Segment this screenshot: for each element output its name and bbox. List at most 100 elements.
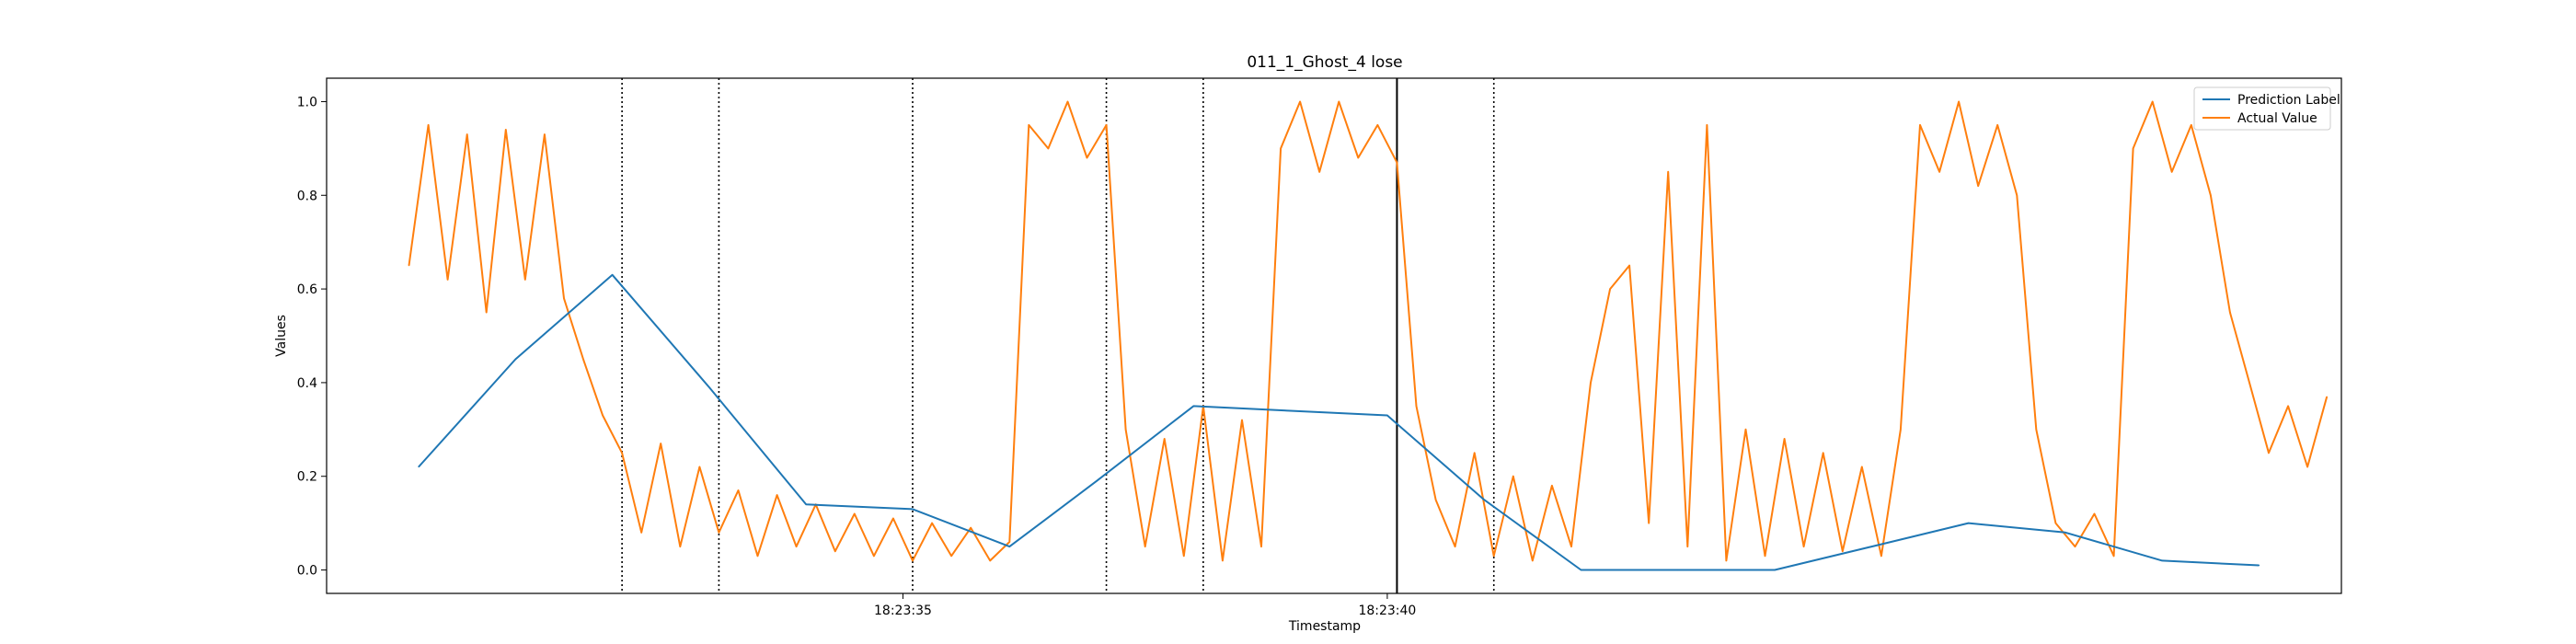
data-point-1-88 bbox=[2113, 555, 2115, 557]
data-point-1-81 bbox=[1977, 185, 1979, 187]
data-point-1-49 bbox=[1357, 156, 1359, 159]
data-point-1-48 bbox=[1338, 100, 1340, 103]
x-tick-label-0: 18:23:35 bbox=[874, 604, 932, 618]
data-point-1-87 bbox=[2093, 512, 2096, 515]
data-point-1-56 bbox=[1493, 555, 1495, 557]
data-point-0-19 bbox=[2258, 564, 2260, 567]
data-point-1-82 bbox=[1996, 124, 1998, 126]
data-point-1-96 bbox=[2268, 452, 2270, 454]
data-point-1-4 bbox=[486, 311, 488, 314]
data-point-1-26 bbox=[912, 559, 914, 562]
data-point-1-59 bbox=[1551, 485, 1553, 487]
legend-box bbox=[2193, 86, 2331, 131]
data-point-1-10 bbox=[602, 414, 604, 417]
data-point-1-94 bbox=[2229, 311, 2231, 314]
data-point-1-47 bbox=[1318, 171, 1320, 173]
data-point-1-77 bbox=[1900, 429, 1902, 431]
data-point-1-71 bbox=[1784, 438, 1786, 440]
data-point-1-61 bbox=[1590, 382, 1592, 384]
data-point-1-95 bbox=[2248, 382, 2250, 384]
data-point-1-2 bbox=[447, 279, 449, 281]
legend-label-actual: Actual Value bbox=[2237, 111, 2317, 126]
data-point-0-15 bbox=[1870, 546, 1872, 547]
series-line-1 bbox=[408, 100, 2329, 562]
data-point-1-39 bbox=[1164, 438, 1166, 440]
data-point-1-38 bbox=[1144, 546, 1146, 547]
data-point-1-78 bbox=[1919, 124, 1921, 126]
data-point-1-17 bbox=[737, 489, 740, 491]
data-point-1-11 bbox=[621, 452, 623, 454]
data-point-1-45 bbox=[1280, 147, 1282, 149]
data-point-1-46 bbox=[1299, 100, 1301, 103]
data-point-0-10 bbox=[1386, 414, 1388, 417]
y-tick-label-2: 0.4 bbox=[297, 376, 317, 391]
vertical-markers bbox=[621, 78, 1495, 593]
data-point-0-7 bbox=[1096, 480, 1098, 482]
x-tick-label-1: 18:23:40 bbox=[1358, 604, 1416, 618]
y-tick-label-0: 0.0 bbox=[297, 564, 317, 579]
data-point-1-44 bbox=[1260, 546, 1262, 547]
data-point-1-75 bbox=[1861, 466, 1863, 468]
data-point-1-28 bbox=[950, 555, 952, 557]
data-point-0-6 bbox=[1008, 546, 1010, 547]
legend: Prediction Label Actual Value bbox=[2193, 86, 2340, 131]
data-point-1-60 bbox=[1570, 546, 1572, 547]
series-line-0 bbox=[418, 273, 2260, 571]
data-point-1-40 bbox=[1183, 555, 1185, 557]
data-point-1-34 bbox=[1066, 100, 1069, 103]
data-point-1-66 bbox=[1686, 546, 1688, 547]
data-point-1-69 bbox=[1744, 429, 1747, 431]
data-point-1-29 bbox=[970, 527, 972, 529]
data-point-1-30 bbox=[989, 559, 991, 562]
plot-frame bbox=[326, 77, 2342, 594]
y-axis-label: Values bbox=[274, 315, 289, 357]
data-point-1-86 bbox=[2074, 546, 2076, 547]
data-point-1-14 bbox=[679, 546, 681, 547]
data-point-1-7 bbox=[544, 133, 546, 135]
data-point-1-8 bbox=[563, 297, 565, 299]
y-tick-label-5: 1.0 bbox=[297, 95, 317, 109]
data-point-0-8 bbox=[1192, 405, 1194, 407]
data-point-1-63 bbox=[1628, 265, 1630, 267]
series-actual-value bbox=[408, 100, 2329, 562]
data-point-1-91 bbox=[2171, 171, 2173, 173]
data-point-0-5 bbox=[912, 508, 914, 511]
series-layer bbox=[408, 100, 2329, 571]
data-point-1-36 bbox=[1106, 124, 1108, 126]
data-point-1-42 bbox=[1222, 559, 1224, 562]
data-point-1-1 bbox=[428, 124, 430, 126]
data-point-1-90 bbox=[2152, 100, 2154, 103]
data-point-1-74 bbox=[1842, 550, 1844, 552]
data-point-1-24 bbox=[873, 555, 875, 557]
data-point-0-13 bbox=[1677, 569, 1679, 571]
data-point-0-3 bbox=[708, 386, 710, 388]
series-prediction-label bbox=[418, 273, 2260, 571]
data-point-1-19 bbox=[776, 494, 778, 496]
data-point-0-0 bbox=[418, 466, 420, 468]
data-point-1-31 bbox=[1008, 541, 1010, 543]
data-point-1-18 bbox=[756, 555, 759, 557]
data-point-1-50 bbox=[1376, 124, 1378, 126]
chart-title: 011_1_Ghost_4 lose bbox=[1247, 53, 1402, 72]
data-point-1-33 bbox=[1047, 147, 1049, 149]
data-point-1-9 bbox=[582, 358, 584, 361]
legend-label-prediction: Prediction Label bbox=[2237, 93, 2340, 108]
data-point-1-98 bbox=[2306, 466, 2308, 468]
data-point-0-2 bbox=[612, 274, 614, 276]
y-tick-label-3: 0.6 bbox=[297, 282, 317, 297]
data-point-1-0 bbox=[408, 265, 410, 267]
data-point-1-67 bbox=[1706, 124, 1708, 126]
data-point-0-4 bbox=[805, 503, 807, 505]
data-point-1-5 bbox=[505, 129, 507, 131]
data-point-1-15 bbox=[698, 466, 701, 468]
data-point-1-57 bbox=[1512, 476, 1514, 477]
data-point-0-17 bbox=[2064, 532, 2066, 534]
data-point-1-23 bbox=[854, 512, 856, 515]
data-point-1-79 bbox=[1938, 171, 1940, 173]
data-point-1-58 bbox=[1532, 559, 1534, 562]
y-tick-label-1: 0.2 bbox=[297, 470, 317, 485]
data-point-1-72 bbox=[1803, 546, 1805, 547]
data-point-1-62 bbox=[1609, 288, 1611, 290]
data-point-1-25 bbox=[892, 517, 894, 520]
